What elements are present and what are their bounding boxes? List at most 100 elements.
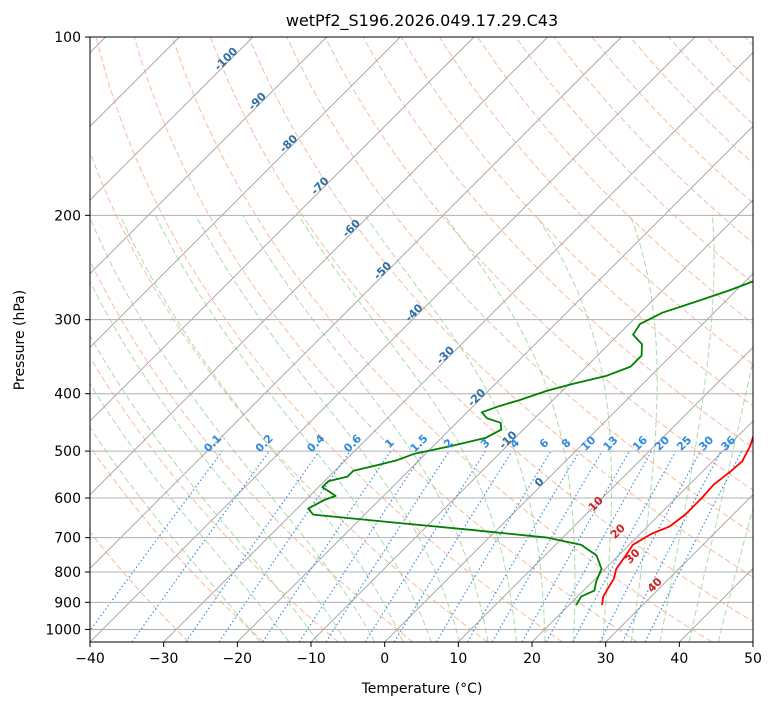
- moist-adiabat-line: [195, 215, 461, 642]
- plot-area: -100-90-80-70-60-50-40-30-20-1000.1 0.2 0.…: [90, 37, 753, 642]
- x-tick-label: 30: [597, 651, 615, 667]
- chart-title: wetPf2_S196.2026.049.17.29.C43: [286, 11, 558, 31]
- moist-adiabat-line: [154, 215, 432, 642]
- mixing-ratio-line: [572, 450, 677, 642]
- mixing-ratio-label: 30: [696, 433, 716, 453]
- dry-adiabat-line: [95, 37, 563, 642]
- isotherm-label: -30: [434, 343, 457, 366]
- isotherm-line: [237, 125, 753, 642]
- moist-adiabat-line: [90, 382, 290, 642]
- isotherm-line: [310, 199, 753, 642]
- isotherm-line: [90, 37, 401, 348]
- mixing-ratio-label: 8: [559, 436, 574, 451]
- y-tick-label: 1000: [45, 622, 81, 638]
- isotherm-line: [752, 641, 753, 642]
- moist-adiabat-line: [90, 216, 376, 642]
- moist-adiabat-line: [119, 215, 404, 642]
- x-tick-label: −40: [75, 651, 105, 667]
- dry-adiabat-line: [477, 37, 753, 325]
- mixing-ratio-label: 10: [578, 433, 598, 453]
- dry-adiabat-line: [248, 37, 753, 578]
- dry-adiabats: [90, 37, 753, 642]
- x-tick-label: −20: [223, 651, 253, 667]
- mixing-ratio-lines: [90, 450, 743, 642]
- isotherm-line: [531, 420, 753, 642]
- isotherm-label: -60: [340, 216, 363, 239]
- dry-adiabat-line: [90, 531, 190, 642]
- isotherm-label: -20: [465, 386, 488, 409]
- moist-adiabat-line: [688, 358, 753, 642]
- dry-adiabat-line: [90, 150, 488, 642]
- isotherm-line: [605, 494, 753, 642]
- y-tick-label: 800: [54, 565, 81, 581]
- isotherm-label: -90: [246, 90, 269, 113]
- dry-adiabat-line: [133, 37, 638, 642]
- dry-adiabat-line: [90, 445, 264, 642]
- mixing-ratio-line: [131, 450, 270, 642]
- moist-adiabats: [90, 215, 753, 642]
- mixing-ratio-line: [521, 450, 631, 642]
- mixing-ratio-line: [325, 450, 450, 642]
- isotherm-label: -70: [308, 174, 331, 197]
- temperature-line: [601, 434, 753, 606]
- y-tick-label: 400: [54, 387, 81, 403]
- y-tick-label: 100: [54, 30, 81, 46]
- x-tick-label: 0: [380, 651, 389, 667]
- mixing-ratio-line: [90, 450, 223, 632]
- moist-adiabat-line: [444, 215, 576, 642]
- x-tick-label: 50: [744, 651, 762, 667]
- moist-adiabat-line: [629, 215, 658, 642]
- dry-adiabat-line: [668, 37, 753, 125]
- dry-adiabat-line: [171, 37, 712, 642]
- moist-adiabat-line: [90, 334, 319, 642]
- isotherm-line: [90, 37, 696, 642]
- mixing-ratio-label: 16: [630, 433, 650, 453]
- y-tick-label: 500: [54, 444, 81, 460]
- skewed-isotherms: [90, 37, 753, 642]
- isotherm-line: [90, 37, 475, 422]
- mixing-ratio-line: [262, 450, 392, 642]
- isotherm-line: [90, 37, 327, 275]
- dry-adiabat-line: [90, 259, 414, 642]
- x-axis-label: Temperature (°C): [361, 681, 483, 697]
- dry-adiabat-line: [438, 37, 753, 366]
- mixing-ratio-label: 1: [382, 436, 397, 451]
- y-tick-label: 900: [54, 595, 81, 611]
- x-tick-label: −10: [296, 651, 326, 667]
- mixing-ratio-label: 6: [537, 436, 552, 451]
- mixing-ratio-line: [599, 450, 702, 642]
- y-tick-label: 200: [54, 208, 81, 224]
- isotherm-line: [90, 37, 254, 201]
- moist-adiabat-line: [364, 215, 546, 642]
- x-tick-label: 20: [523, 651, 541, 667]
- moist-adiabat-line: [535, 215, 613, 642]
- isotherm-label: -50: [371, 259, 394, 282]
- mixing-ratio-line: [545, 450, 653, 642]
- y-axis-ticks: 100 200 300 400 500 600 700 800 900 1000: [45, 30, 90, 638]
- y-tick-label: 300: [54, 313, 81, 329]
- moist-adiabat-line: [90, 280, 347, 642]
- x-tick-label: −30: [149, 651, 179, 667]
- dry-adiabat-line: [744, 37, 753, 47]
- mixing-ratio-line: [185, 450, 320, 642]
- mixing-ratio-line: [393, 450, 513, 642]
- isotherm-line: [163, 52, 753, 642]
- moist-adiabat-line: [717, 506, 753, 642]
- moist-adiabat-line: [659, 215, 715, 642]
- isotherm-line: [384, 273, 753, 642]
- dry-adiabat-line: [591, 37, 753, 204]
- dry-adiabat-line: [210, 37, 753, 623]
- profile-series: [307, 280, 753, 606]
- mixing-ratio-label: 2: [441, 436, 456, 451]
- dry-adiabat-line: [400, 37, 753, 407]
- isotherm-label: -100: [212, 44, 241, 73]
- mixing-ratio-line: [644, 450, 743, 642]
- pressure-gridlines: [90, 37, 753, 630]
- plot-frame: [89, 36, 754, 643]
- isotherm-line: [679, 567, 753, 642]
- mixing-ratio-line: [218, 450, 351, 642]
- mixing-ratio-line: [298, 450, 425, 642]
- isotherm-line: [90, 37, 548, 496]
- x-tick-label: 40: [670, 651, 688, 667]
